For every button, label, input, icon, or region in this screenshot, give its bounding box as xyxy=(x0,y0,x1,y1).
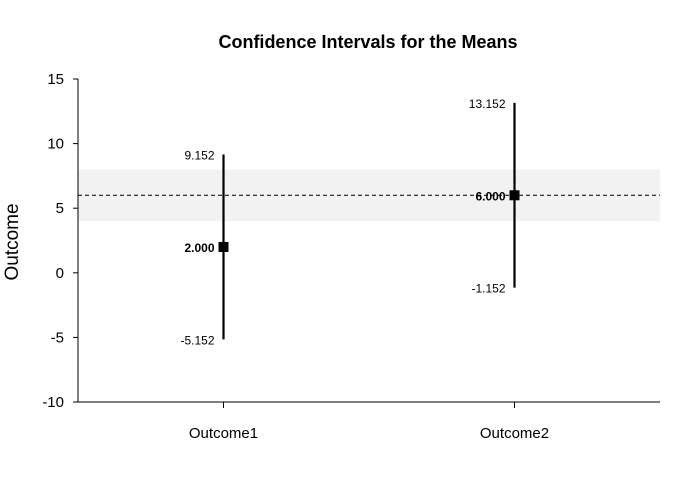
upper-ci-label: 13.152 xyxy=(469,97,506,111)
mean-label: 2.000 xyxy=(184,241,214,255)
y-tick-label: 10 xyxy=(47,136,64,153)
y-tick-label: -5 xyxy=(51,329,64,346)
plot-area: -10 -5 0 5 10 15 Outcome1 9.152 -5.152 2.000 Outco… xyxy=(42,71,660,442)
mean-marker xyxy=(218,241,229,252)
y-tick-label: 5 xyxy=(56,200,64,217)
x-tick-label: Outcome2 xyxy=(480,425,549,442)
y-tick-label: 15 xyxy=(47,71,64,88)
x-tick-label: Outcome1 xyxy=(189,425,258,442)
chart-title: Confidence Intervals for the Means xyxy=(218,32,517,52)
lower-ci-label: -5.152 xyxy=(180,333,214,347)
y-tick-label: 0 xyxy=(56,265,64,282)
lower-ci-label: -1.152 xyxy=(471,282,505,296)
y-axis-label: Outcome xyxy=(2,203,23,280)
mean-marker xyxy=(509,190,520,201)
upper-ci-label: 9.152 xyxy=(184,149,214,163)
mean-label: 6.000 xyxy=(475,189,505,203)
y-tick-label: -10 xyxy=(42,394,64,411)
